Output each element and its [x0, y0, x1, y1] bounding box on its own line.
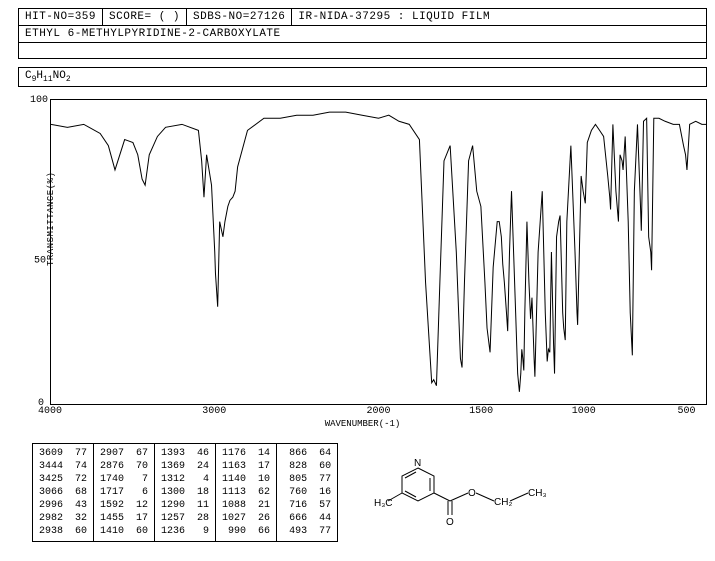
peak-row: 990 66 [222, 525, 270, 538]
peak-column: 866 64 828 60 805 77 760 16 716 57 666 4… [277, 444, 337, 541]
mol-ch3-right: CH₃ [528, 488, 547, 499]
peak-row: 1369 24 [161, 460, 209, 473]
peak-row: 1290 11 [161, 499, 209, 512]
peak-row: 866 64 [283, 447, 331, 460]
x-tick-3000: 3000 [202, 406, 226, 417]
bottom-section: 3609 773444 743425 723066 682996 432982 … [32, 443, 707, 542]
peak-row: 3425 72 [39, 473, 87, 486]
spectrum-line [51, 100, 706, 404]
ir-info-cell: IR-NIDA-37295 : LIQUID FILM [292, 9, 706, 25]
peak-row: 828 60 [283, 460, 331, 473]
spacer-row [18, 43, 707, 59]
mol-o-single: O [468, 488, 476, 499]
x-tick-4000: 4000 [38, 406, 62, 417]
peak-row: 1300 18 [161, 486, 209, 499]
peak-row: 1163 17 [222, 460, 270, 473]
score-cell: SCORE= ( ) [103, 9, 187, 25]
peak-row: 716 57 [283, 499, 331, 512]
peak-row: 1140 10 [222, 473, 270, 486]
peak-column: 1393 461369 241312 41300 181290 111257 2… [155, 444, 216, 541]
peak-row: 2938 60 [39, 525, 87, 538]
peak-row: 1027 26 [222, 512, 270, 525]
peak-row: 666 44 [283, 512, 331, 525]
x-tick-1000: 1000 [572, 406, 596, 417]
mol-n: N [414, 458, 421, 469]
peak-row: 1592 12 [100, 499, 148, 512]
peak-row: 1312 4 [161, 473, 209, 486]
mol-ch3-left: H₃C [374, 498, 393, 509]
peak-row: 760 16 [283, 486, 331, 499]
peak-row: 805 77 [283, 473, 331, 486]
y-tick-100: 100 [30, 95, 48, 106]
x-tick-500: 500 [677, 406, 695, 417]
y-tick-50: 50 [34, 256, 46, 267]
peak-row: 2996 43 [39, 499, 87, 512]
peak-row: 1088 21 [222, 499, 270, 512]
hit-no-cell: HIT-NO=359 [19, 9, 103, 25]
peak-row: 2876 70 [100, 460, 148, 473]
x-tick-2000: 2000 [366, 406, 390, 417]
peak-row: 1455 17 [100, 512, 148, 525]
peak-row: 493 77 [283, 525, 331, 538]
sdbs-no-cell: SDBS-NO=27126 [187, 9, 292, 25]
compound-name-row: ETHYL 6-METHYLPYRIDINE-2-CARBOXYLATE [18, 26, 707, 43]
mol-ch2: CH₂ [494, 497, 512, 508]
peak-row: 3609 77 [39, 447, 87, 460]
peak-table: 3609 773444 743425 723066 682996 432982 … [32, 443, 338, 542]
peak-row: 1393 46 [161, 447, 209, 460]
peak-row: 2982 32 [39, 512, 87, 525]
x-tick-1500: 1500 [469, 406, 493, 417]
header-bar: HIT-NO=359 SCORE= ( ) SDBS-NO=27126 IR-N… [18, 8, 707, 26]
chart-plot-area [50, 99, 707, 405]
mol-o-dbl: O [446, 517, 454, 528]
peak-row: 1113 62 [222, 486, 270, 499]
peak-row: 2907 67 [100, 447, 148, 460]
peak-row: 1236 9 [161, 525, 209, 538]
peak-row: 1257 28 [161, 512, 209, 525]
spectrum-chart: TRANSMITTANCE(%) 100 50 0 40003000200015… [18, 91, 707, 431]
x-axis-title: WAVENUMBER(-1) [325, 419, 401, 429]
peak-row: 3066 68 [39, 486, 87, 499]
peak-row: 1740 7 [100, 473, 148, 486]
peak-row: 1410 60 [100, 525, 148, 538]
peak-row: 1717 6 [100, 486, 148, 499]
peak-column: 2907 672876 701740 71717 61592 121455 17… [94, 444, 155, 541]
peak-column: 3609 773444 743425 723066 682996 432982 … [33, 444, 94, 541]
peak-row: 3444 74 [39, 460, 87, 473]
formula-row: C9H11NO2 [18, 67, 707, 87]
peak-row: 1176 14 [222, 447, 270, 460]
molecule-structure: H₃C N O O CH₂ CH₃ [368, 443, 568, 533]
peak-column: 1176 141163 171140 101113 621088 211027 … [216, 444, 277, 541]
